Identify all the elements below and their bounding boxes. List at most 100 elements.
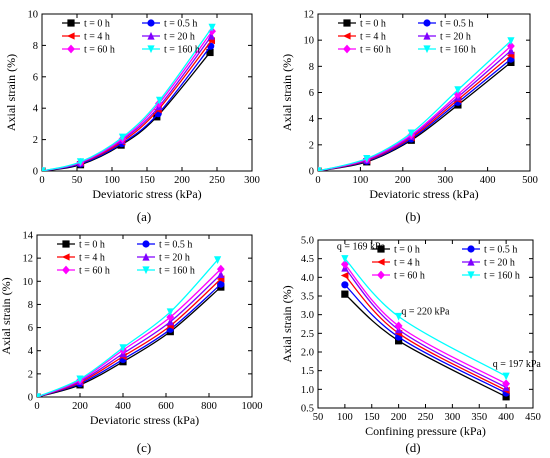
legend-marker	[343, 19, 351, 27]
x-tick-label: 100	[337, 412, 353, 423]
y-tick-label: 6	[33, 72, 38, 83]
y-axis-label: Axial strain (%)	[280, 54, 294, 131]
x-tick-label: 350	[471, 412, 487, 423]
legend-label: t = 4 h	[84, 32, 110, 43]
legend-label: t = 20 h	[484, 258, 515, 269]
x-axis-label: Deviatoric stress (kPa)	[90, 413, 199, 427]
y-tick-label: 8	[28, 300, 33, 311]
y-tick-label: 8	[309, 62, 314, 73]
series-line	[318, 50, 512, 171]
y-tick-label: 2	[309, 140, 314, 151]
legend-marker	[147, 19, 155, 27]
y-tick-label: 8	[33, 41, 38, 52]
legend-marker	[62, 265, 70, 275]
y-axis-label: Axial strain (%)	[0, 277, 13, 354]
data-point	[37, 393, 41, 397]
x-tick-label: 400	[498, 412, 514, 423]
x-tick-label: 600	[158, 401, 174, 412]
data-point	[208, 23, 216, 32]
legend-marker	[142, 252, 150, 261]
legend-marker	[142, 240, 150, 248]
series-line	[318, 40, 512, 171]
legend-marker	[377, 245, 385, 253]
legend-label: t = 0 h	[360, 19, 386, 30]
data-point	[42, 167, 46, 171]
y-tick-label: 10	[23, 277, 34, 288]
legend-marker	[342, 32, 351, 40]
legend-marker	[467, 271, 475, 280]
plot-area	[37, 256, 225, 397]
x-tick-label: 300	[445, 412, 461, 423]
y-tick-label: 4	[28, 346, 34, 357]
data-point	[340, 271, 349, 280]
data-point	[207, 42, 215, 50]
series-line	[42, 35, 212, 171]
x-tick-label: 50	[313, 412, 324, 423]
y-tick-label: 4.0	[301, 273, 314, 284]
data-point	[119, 344, 127, 352]
legend: t = 0 h t = 0.5 h t = 4 h t = 20 h t = 60 h t…	[57, 240, 195, 277]
data-point	[217, 280, 225, 288]
y-tick-label: 10	[304, 36, 315, 47]
y-tick-label: 2	[33, 135, 38, 146]
data-point	[166, 308, 174, 317]
legend-label: t = 60 h	[394, 271, 425, 282]
data-point	[507, 37, 515, 45]
plot-area	[318, 37, 515, 171]
data-point	[318, 167, 322, 171]
x-tick-label: 0	[39, 175, 44, 186]
legend-marker	[66, 32, 75, 40]
annotation-label: q = 169 kPa	[337, 241, 386, 252]
legend-marker	[142, 266, 150, 275]
x-tick-label: 1000	[242, 401, 263, 412]
panel-label-b: (b)	[405, 209, 420, 224]
y-tick-label: 1.5	[301, 366, 314, 377]
legend-label: t = 20 h	[159, 253, 190, 264]
legend-marker	[376, 258, 385, 266]
legend-marker	[423, 31, 431, 40]
y-tick-label: 12	[304, 10, 315, 21]
legend-label: t = 160 h	[159, 266, 195, 277]
legend-marker	[423, 45, 431, 54]
x-tick-label: 250	[209, 175, 225, 186]
panel-label-d: (d)	[405, 440, 420, 455]
data-point	[214, 256, 222, 264]
x-tick-label: 400	[480, 175, 496, 186]
data-point	[395, 337, 403, 345]
series-line	[344, 284, 507, 394]
x-tick-label: 500	[522, 175, 538, 186]
x-tick-label: 200	[72, 401, 88, 412]
series-line	[318, 61, 512, 171]
legend-label: t = 0.5 h	[164, 19, 197, 30]
y-tick-label: 5.0	[301, 236, 314, 247]
data-point	[454, 86, 462, 94]
y-tick-label: 6	[309, 88, 314, 99]
x-tick-label: 800	[201, 401, 217, 412]
legend: t = 0 h t = 0.5 h t = 4 h t = 20 h t = 60 h t…	[62, 19, 200, 56]
x-tick-label: 50	[72, 175, 83, 186]
y-tick-label: 4	[309, 114, 315, 125]
data-point	[454, 90, 462, 99]
legend-label: t = 4 h	[360, 32, 386, 43]
legend-label: t = 4 h	[79, 253, 105, 264]
data-point	[217, 270, 225, 278]
legend-marker	[377, 270, 385, 280]
x-tick-label: 400	[115, 401, 131, 412]
legend-marker	[67, 44, 75, 54]
legend-label: t = 0 h	[84, 19, 110, 30]
y-tick-label: 0	[28, 393, 33, 404]
annotation-label: q = 197 kPa	[493, 359, 542, 370]
data-point	[340, 259, 349, 269]
chart-panel-b: 0 100 200 300 400 500 0 2 4 6 8 10 12 Deviatoric stre…	[280, 10, 538, 202]
legend-label: t = 0 h	[79, 240, 105, 251]
legend-label: t = 4 h	[394, 258, 420, 269]
chart-panel-d: 50 100 150 200 250 300 350 400 450 0.5 1.0 1.5 2.0 2.…	[280, 236, 541, 439]
legend-marker	[61, 253, 70, 261]
series-line	[42, 40, 212, 171]
series-line	[344, 263, 507, 385]
y-tick-label: 0	[33, 167, 38, 178]
legend-marker	[467, 257, 475, 266]
legend-marker	[423, 19, 431, 27]
legend-label: t = 60 h	[84, 45, 115, 56]
